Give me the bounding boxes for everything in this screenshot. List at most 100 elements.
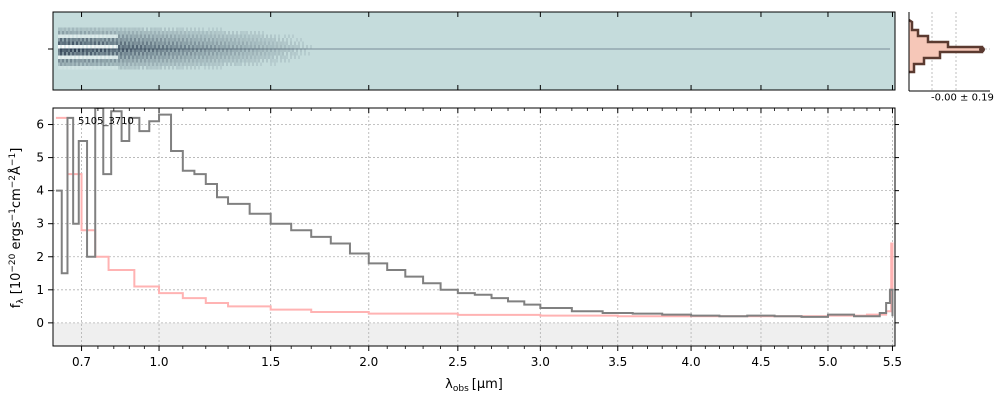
spectrum-2d-pixel bbox=[296, 48, 298, 52]
spectrum-2d-pixel bbox=[214, 45, 216, 49]
spectrum-2d-pixel bbox=[158, 59, 160, 63]
spectrum-2d-pixel bbox=[240, 52, 242, 56]
spectrum-2d-pixel bbox=[276, 41, 278, 45]
spectrum-2d-pixel bbox=[186, 66, 188, 70]
spectrum-2d-pixel bbox=[232, 59, 234, 63]
spectrum-2d-pixel bbox=[196, 55, 198, 59]
spectrum-2d-pixel bbox=[94, 34, 96, 38]
spectrum-2d-pixel bbox=[168, 55, 170, 59]
spectrum-2d-pixel bbox=[140, 62, 142, 66]
spectrum-2d-pixel bbox=[176, 31, 178, 35]
spectrum-2d-pixel bbox=[214, 34, 216, 38]
spectrum-2d-pixel bbox=[68, 66, 70, 70]
spectrum-2d-pixel bbox=[88, 41, 90, 45]
spectrum-2d-pixel bbox=[150, 62, 152, 66]
spectrum-2d-pixel bbox=[62, 59, 64, 63]
spectrum-2d-pixel bbox=[60, 27, 62, 31]
spectrum-2d-pixel bbox=[176, 62, 178, 66]
spectrum-2d-pixel bbox=[254, 41, 256, 45]
spectrum-2d-pixel bbox=[60, 55, 62, 59]
spectrum-2d-pixel bbox=[130, 38, 132, 42]
spectrum-2d-pixel bbox=[70, 62, 72, 66]
spectrum-2d-pixel bbox=[178, 62, 180, 66]
spectrum-2d-pixel bbox=[228, 38, 230, 42]
spectrum-2d-pixel bbox=[232, 31, 234, 35]
spectrum-2d-pixel bbox=[274, 52, 276, 56]
spectrum-2d-pixel bbox=[102, 31, 104, 35]
spectrum-2d-pixel bbox=[120, 66, 122, 70]
spectrum-2d-pixel bbox=[148, 38, 150, 42]
spectrum-2d-pixel bbox=[84, 41, 86, 45]
spectrum-2d-pixel bbox=[256, 59, 258, 63]
spectrum-2d-pixel bbox=[124, 55, 126, 59]
spectrum-2d-pixel bbox=[112, 55, 114, 59]
spectrum-2d-pixel bbox=[90, 45, 92, 49]
spectrum-2d-pixel bbox=[162, 34, 164, 38]
spectrum-2d-pixel bbox=[136, 31, 138, 35]
spectrum-2d-pixel bbox=[68, 62, 70, 66]
spectrum-2d-pixel bbox=[296, 38, 298, 42]
spectrum-2d-pixel bbox=[122, 31, 124, 35]
spectrum-2d-pixel bbox=[170, 48, 172, 52]
spectrum-2d-pixel bbox=[250, 48, 252, 52]
spectrum-2d-pixel bbox=[194, 41, 196, 45]
spectrum-2d-pixel bbox=[112, 41, 114, 45]
spectrum-2d-pixel bbox=[64, 48, 66, 52]
spectrum-2d-pixel bbox=[214, 41, 216, 45]
spectrum-2d-pixel bbox=[162, 48, 164, 52]
spectrum-2d-pixel bbox=[66, 27, 68, 31]
spectrum-2d-pixel bbox=[156, 31, 158, 35]
spectrum-2d-pixel bbox=[264, 52, 266, 56]
spectrum-2d-pixel bbox=[132, 34, 134, 38]
spectrum-2d-pixel bbox=[118, 62, 120, 66]
spectrum-2d-pixel bbox=[76, 27, 78, 31]
spectrum-2d-pixel bbox=[146, 66, 148, 70]
spectrum-2d-pixel bbox=[130, 62, 132, 66]
spectrum-2d-pixel bbox=[188, 48, 190, 52]
spectrum-2d-pixel bbox=[190, 31, 192, 35]
spectrum-2d-pixel bbox=[254, 45, 256, 49]
spectrum-2d-pixel bbox=[212, 62, 214, 66]
spectrum-2d-pixel bbox=[220, 66, 222, 70]
spectrum-2d-pixel bbox=[248, 38, 250, 42]
spectrum-2d-pixel bbox=[196, 48, 198, 52]
spectrum-2d-pixel bbox=[232, 38, 234, 42]
spectrum-2d-pixel bbox=[178, 66, 180, 70]
spectrum-2d-pixel bbox=[176, 48, 178, 52]
spectrum-2d-pixel bbox=[186, 38, 188, 42]
spectrum-2d-pixel bbox=[146, 55, 148, 59]
spectrum-2d-pixel bbox=[96, 31, 98, 35]
spectrum-2d-pixel bbox=[290, 41, 292, 45]
spectrum-2d-pixel bbox=[134, 27, 136, 31]
spectrum-2d-pixel bbox=[230, 55, 232, 59]
spectrum-2d-pixel bbox=[126, 48, 128, 52]
spectrum-2d-pixel bbox=[120, 38, 122, 42]
spectrum-2d-pixel bbox=[246, 59, 248, 63]
spectrum-2d-pixel bbox=[174, 41, 176, 45]
spectrum-2d-pixel bbox=[262, 52, 264, 56]
spectrum-2d-pixel bbox=[254, 38, 256, 42]
spectrum-2d-pixel bbox=[194, 38, 196, 42]
spectrum-2d-pixel bbox=[164, 38, 166, 42]
spectrum-2d-pixel bbox=[156, 59, 158, 63]
spectrum-2d-pixel bbox=[172, 45, 174, 49]
y-axis-label: fλ [10−20 ergs−1cm−2Å−1] bbox=[8, 148, 26, 309]
spectrum-2d-pixel bbox=[98, 52, 100, 56]
spectrum-2d-pixel bbox=[278, 38, 280, 42]
spectrum-2d-pixel bbox=[58, 59, 60, 63]
spectrum-2d-pixel bbox=[112, 48, 114, 52]
spectrum-2d-pixel bbox=[112, 31, 114, 35]
spectrum-2d-pixel bbox=[256, 45, 258, 49]
spectrum-2d-pixel bbox=[226, 48, 228, 52]
spectrum-2d-pixel bbox=[150, 55, 152, 59]
spectrum-2d-pixel bbox=[276, 55, 278, 59]
spectrum-2d-pixel bbox=[74, 66, 76, 70]
spectrum-2d-pixel bbox=[64, 62, 66, 66]
spectrum-2d-pixel bbox=[172, 48, 174, 52]
spectrum-2d-pixel bbox=[236, 62, 238, 66]
spectrum-2d-pixel bbox=[92, 62, 94, 66]
spectrum-2d-pixel bbox=[118, 31, 120, 35]
spectrum-2d-pixel bbox=[150, 38, 152, 42]
spectrum-2d-pixel bbox=[182, 45, 184, 49]
